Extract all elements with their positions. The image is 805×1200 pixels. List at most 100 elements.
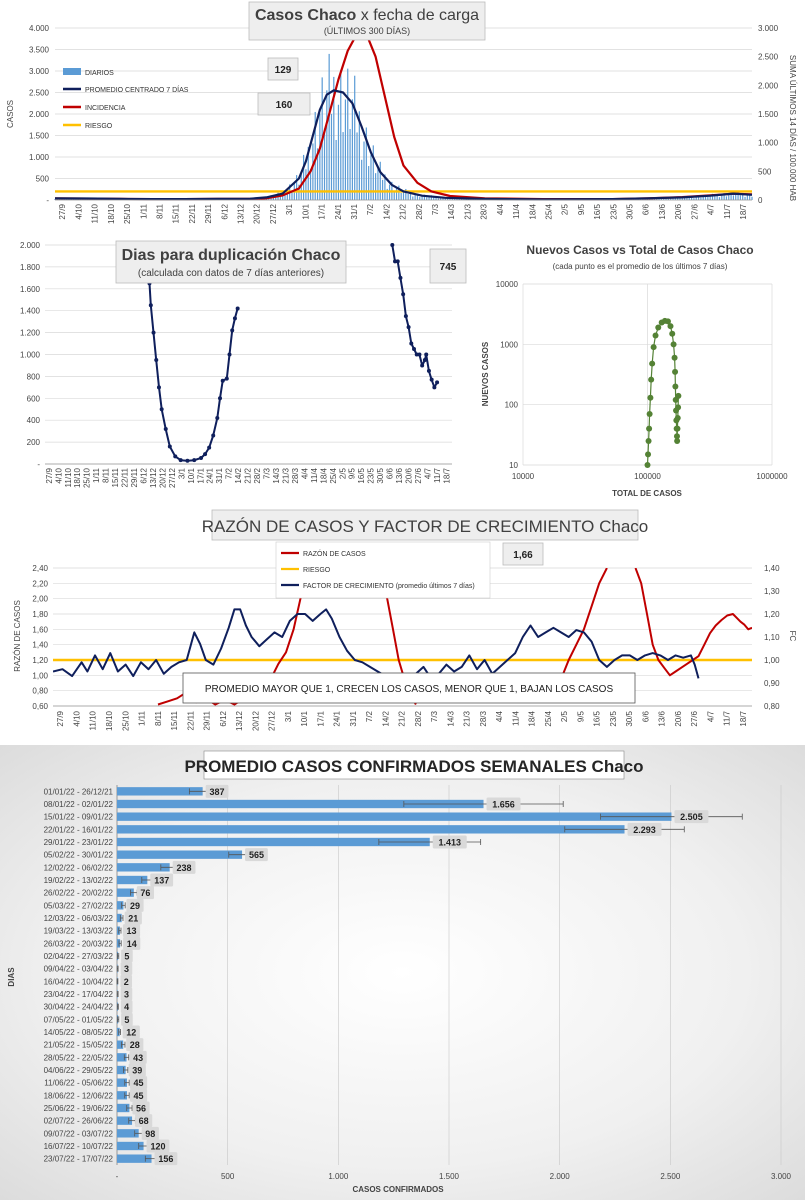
diarios-bar: [400, 192, 402, 200]
chart-title: RAZÓN DE CASOS Y FACTOR DE CRECIMIENTO C…: [202, 517, 649, 536]
y-tick-label: 08/01/22 - 02/01/22: [44, 800, 114, 809]
x-tick-label: 15/11: [111, 467, 120, 487]
y-axis-label: NUEVOS CASOS: [481, 341, 490, 406]
diarios-bar: [61, 198, 63, 200]
y-tick-label: 2.500: [29, 89, 50, 98]
x-tick-label: 18/7: [739, 710, 748, 726]
x-tick-label: 4/7: [423, 467, 432, 479]
callout-label: 745: [440, 262, 457, 273]
value-label: 238: [177, 863, 192, 873]
diarios-bar: [688, 197, 690, 200]
nuevos-vs-total-chart: 10 100 1000 10000 10000 100000 1000000 Nuevos C…: [481, 243, 788, 498]
razon-chart-panel: 0,60 0,80 1,00 1,20 1,40 1,60 1,80 2,00 2,20 2,40…: [0, 508, 805, 742]
value-label-box: [120, 1000, 133, 1014]
value-label-box: [205, 784, 229, 798]
duplicacion-point: [409, 341, 414, 346]
value-label: 14: [127, 939, 137, 949]
diarios-bar: [674, 198, 676, 200]
y-tick-label: 14/05/22 - 08/05/22: [44, 1028, 114, 1037]
x-tick-label: 3/1: [284, 710, 293, 722]
value-label: 120: [150, 1142, 165, 1152]
chart-subtitle: (calculada con datos de 7 días anteriore…: [138, 268, 324, 279]
x-tick-label: 8/11: [154, 710, 163, 726]
value-label: 68: [139, 1116, 149, 1126]
y2-tick-label: 1.000: [758, 139, 779, 148]
value-label-box: [141, 1126, 159, 1140]
x-tick-label: 13/12: [237, 203, 246, 224]
x-tick-label: 28/3: [480, 203, 489, 219]
y2-tick-label: 1,30: [764, 587, 780, 596]
y-tick-label: 22/01/22 - 16/01/22: [44, 825, 114, 834]
duplicacion-point: [412, 347, 417, 352]
value-label: 156: [158, 1154, 173, 1164]
x-tick-label: 11/7: [723, 710, 732, 726]
x-tick-label: 8/11: [155, 203, 164, 219]
diarios-bar: [337, 104, 340, 200]
y-tick-label: 23/07/22 - 17/07/22: [44, 1155, 114, 1164]
value-label: 29: [130, 901, 140, 911]
y2-tick-label: 2.500: [758, 53, 779, 62]
x-tick-label: 25/4: [544, 710, 553, 726]
value-label-box: [123, 936, 141, 950]
diarios-bar: [730, 191, 732, 200]
duplicacion-point: [148, 303, 153, 308]
x-tick-label: 6/6: [642, 203, 651, 215]
scatter-point: [674, 415, 681, 422]
x-tick-label: 11/4: [511, 710, 520, 726]
x-tick-label: 7/3: [430, 710, 439, 722]
value-label-box: [122, 924, 141, 938]
value-label: 21: [128, 914, 138, 924]
x-tick-label: 30/5: [376, 467, 385, 483]
value-label: 28: [130, 1040, 140, 1050]
x-tick-label: 28/2: [253, 467, 262, 483]
chart-title: Nuevos Casos vs Total de Casos Chaco: [526, 243, 753, 257]
duplicacion-point: [151, 330, 156, 335]
diarios-bar: [447, 197, 449, 200]
diarios-bar: [702, 196, 704, 200]
scatter-point: [673, 433, 680, 440]
x-tick-label: 14/2: [381, 710, 390, 726]
chart-subtitle: (ÚLTIMOS 300 DÍAS): [324, 26, 410, 36]
x-tick-label: -: [116, 1172, 119, 1181]
y-tick-label: 2.000: [29, 110, 50, 119]
chart-title-bold: Casos Chaco: [255, 7, 357, 24]
annotation-label: PROMEDIO MAYOR QUE 1, CRECEN LOS CASOS, …: [205, 684, 614, 695]
x-tick-label: 4/10: [74, 203, 83, 219]
x-tick-label: 17/1: [318, 203, 327, 219]
diarios-bar: [330, 113, 333, 200]
x-tick-label: 10/1: [300, 710, 309, 726]
y-tick-label: 400: [27, 416, 41, 425]
x-tick-label: 20/6: [674, 203, 683, 219]
diarios-bar: [677, 197, 679, 200]
callout-box: [257, 92, 311, 116]
x-tick-label: 6/12: [220, 203, 229, 219]
x-tick-label: 7/2: [366, 203, 375, 215]
x-tick-label: 15/11: [172, 203, 181, 223]
value-label-box: [674, 810, 709, 824]
duplicacion-point: [173, 454, 178, 459]
scatter-point: [649, 360, 656, 367]
diarios-bar: [326, 90, 328, 200]
x-tick-label: 29/11: [203, 710, 212, 730]
week-bar: [117, 939, 121, 948]
y-axis-label: CASOS: [6, 100, 15, 128]
x-tick-label: 18/10: [73, 467, 82, 488]
title-box: [203, 750, 625, 780]
x-tick-label: 27/12: [168, 467, 177, 488]
x-tick-label: 28/3: [291, 467, 300, 483]
x-tick-label: 18/10: [107, 203, 116, 224]
title-box: [248, 1, 486, 41]
diarios-bar: [428, 196, 430, 200]
duplicacion-point: [218, 396, 223, 401]
value-label: 43: [133, 1053, 143, 1063]
title-box: [211, 509, 639, 541]
diarios-bar: [405, 188, 407, 200]
scatter-point: [674, 425, 681, 432]
x-tick-label: 17/1: [196, 467, 205, 483]
value-label: 12: [126, 1028, 136, 1038]
diarios-bar: [721, 195, 723, 200]
value-label: 387: [210, 787, 225, 797]
x-tick-label: 3.000: [771, 1172, 792, 1181]
x-tick-label: 30/5: [625, 710, 634, 726]
x-tick-label: 18/10: [105, 710, 114, 731]
